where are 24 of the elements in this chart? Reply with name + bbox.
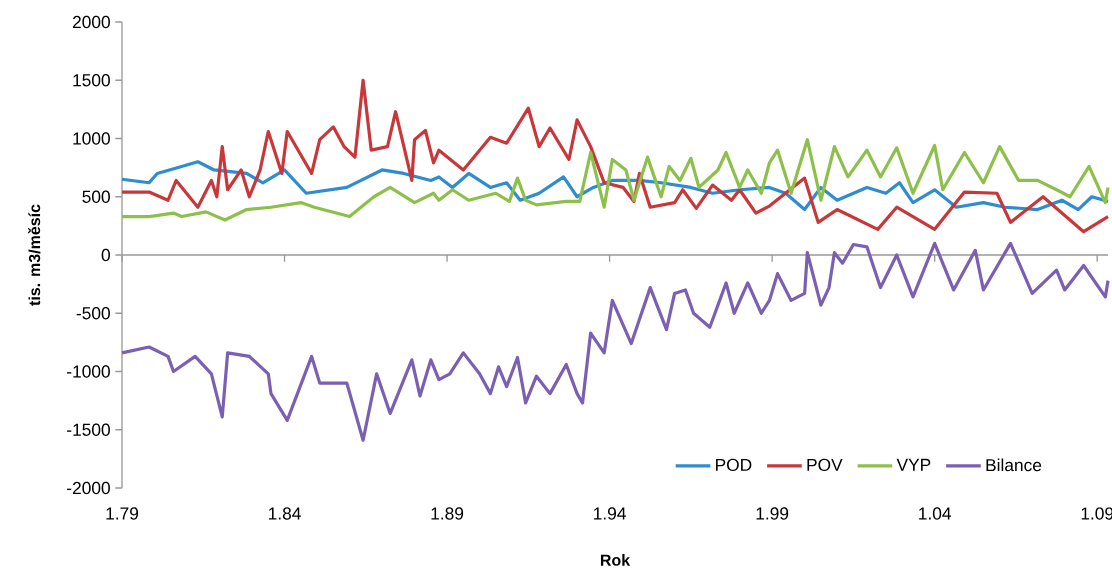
y-tick-label: 0	[101, 248, 110, 262]
x-axis-title: Rok	[600, 554, 631, 566]
y-tick-label: -1000	[67, 365, 110, 378]
y-tick-label: 2000	[72, 15, 110, 29]
y-axis-title: tis. m3/měsíc	[28, 204, 41, 306]
legend-label: POV	[807, 458, 843, 472]
x-tick-label: 1.89	[431, 507, 464, 520]
legend-label: Bilance	[986, 458, 1042, 472]
line-series	[120, 78, 1110, 234]
x-tick-label: 1.99	[756, 507, 789, 520]
y-tick-label: -1500	[67, 423, 110, 436]
y-tick-label: 1000	[73, 132, 110, 145]
x-tick-label: 1.84	[268, 507, 301, 520]
x-tick-label: 1.04	[919, 507, 952, 520]
y-tick-label: 500	[82, 190, 110, 203]
y-tick-label: -2000	[67, 481, 110, 495]
legend-label: VYP	[896, 458, 931, 471]
line-series	[120, 138, 1110, 222]
y-tick-label: 1500	[73, 74, 110, 87]
x-tick-label: 1.94	[594, 507, 626, 520]
x-tick-label: 1.79	[106, 507, 139, 520]
y-tick-label: -500	[76, 307, 110, 320]
line-series	[120, 241, 1110, 442]
legend-label: POD	[716, 458, 752, 472]
